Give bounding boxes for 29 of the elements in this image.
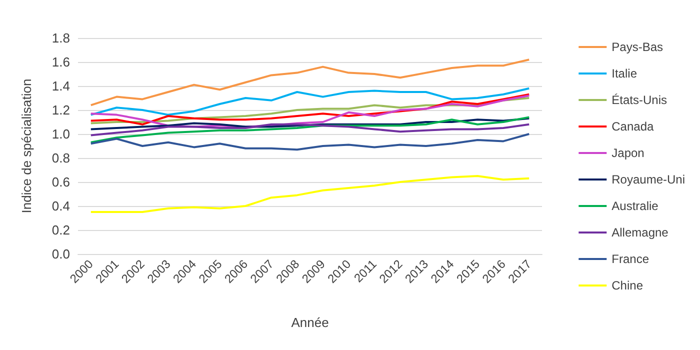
y-tick-label: 1.2 [52,102,70,118]
line-series [90,123,530,136]
y-tick-label: 0.4 [52,198,70,214]
y-tick-label: 1.0 [52,126,70,142]
line-series [90,175,530,213]
y-axis-title: Indice de spécialisation [19,78,34,214]
legend-label: États-Unis [612,93,667,107]
legend-label: Allemagne [612,226,669,240]
y-tick-label: 0.6 [52,174,70,190]
legend-label: Japon [612,146,644,160]
legend-label: Royaume-Uni [612,172,685,186]
legend-label: Canada [612,120,654,134]
line-series [90,58,530,106]
line-series [90,116,530,144]
line-series [90,117,530,130]
legend-label: Pays-Bas [612,40,663,54]
legend-label: Australie [612,199,659,213]
y-tick-label: 0.8 [52,150,70,166]
x-axis-title: Année [291,315,329,330]
legend-label: France [612,252,650,266]
y-tick-label: 0.0 [52,246,70,262]
legend-label: Italie [612,66,638,80]
y-tick-label: 1.6 [52,54,70,70]
y-tick-label: 1.8 [52,30,70,46]
line-series [90,87,530,116]
y-tick-label: 1.4 [52,78,70,94]
y-tick-label: 0.2 [52,222,70,238]
line-series [90,133,530,151]
legend-label: Chine [612,278,644,292]
